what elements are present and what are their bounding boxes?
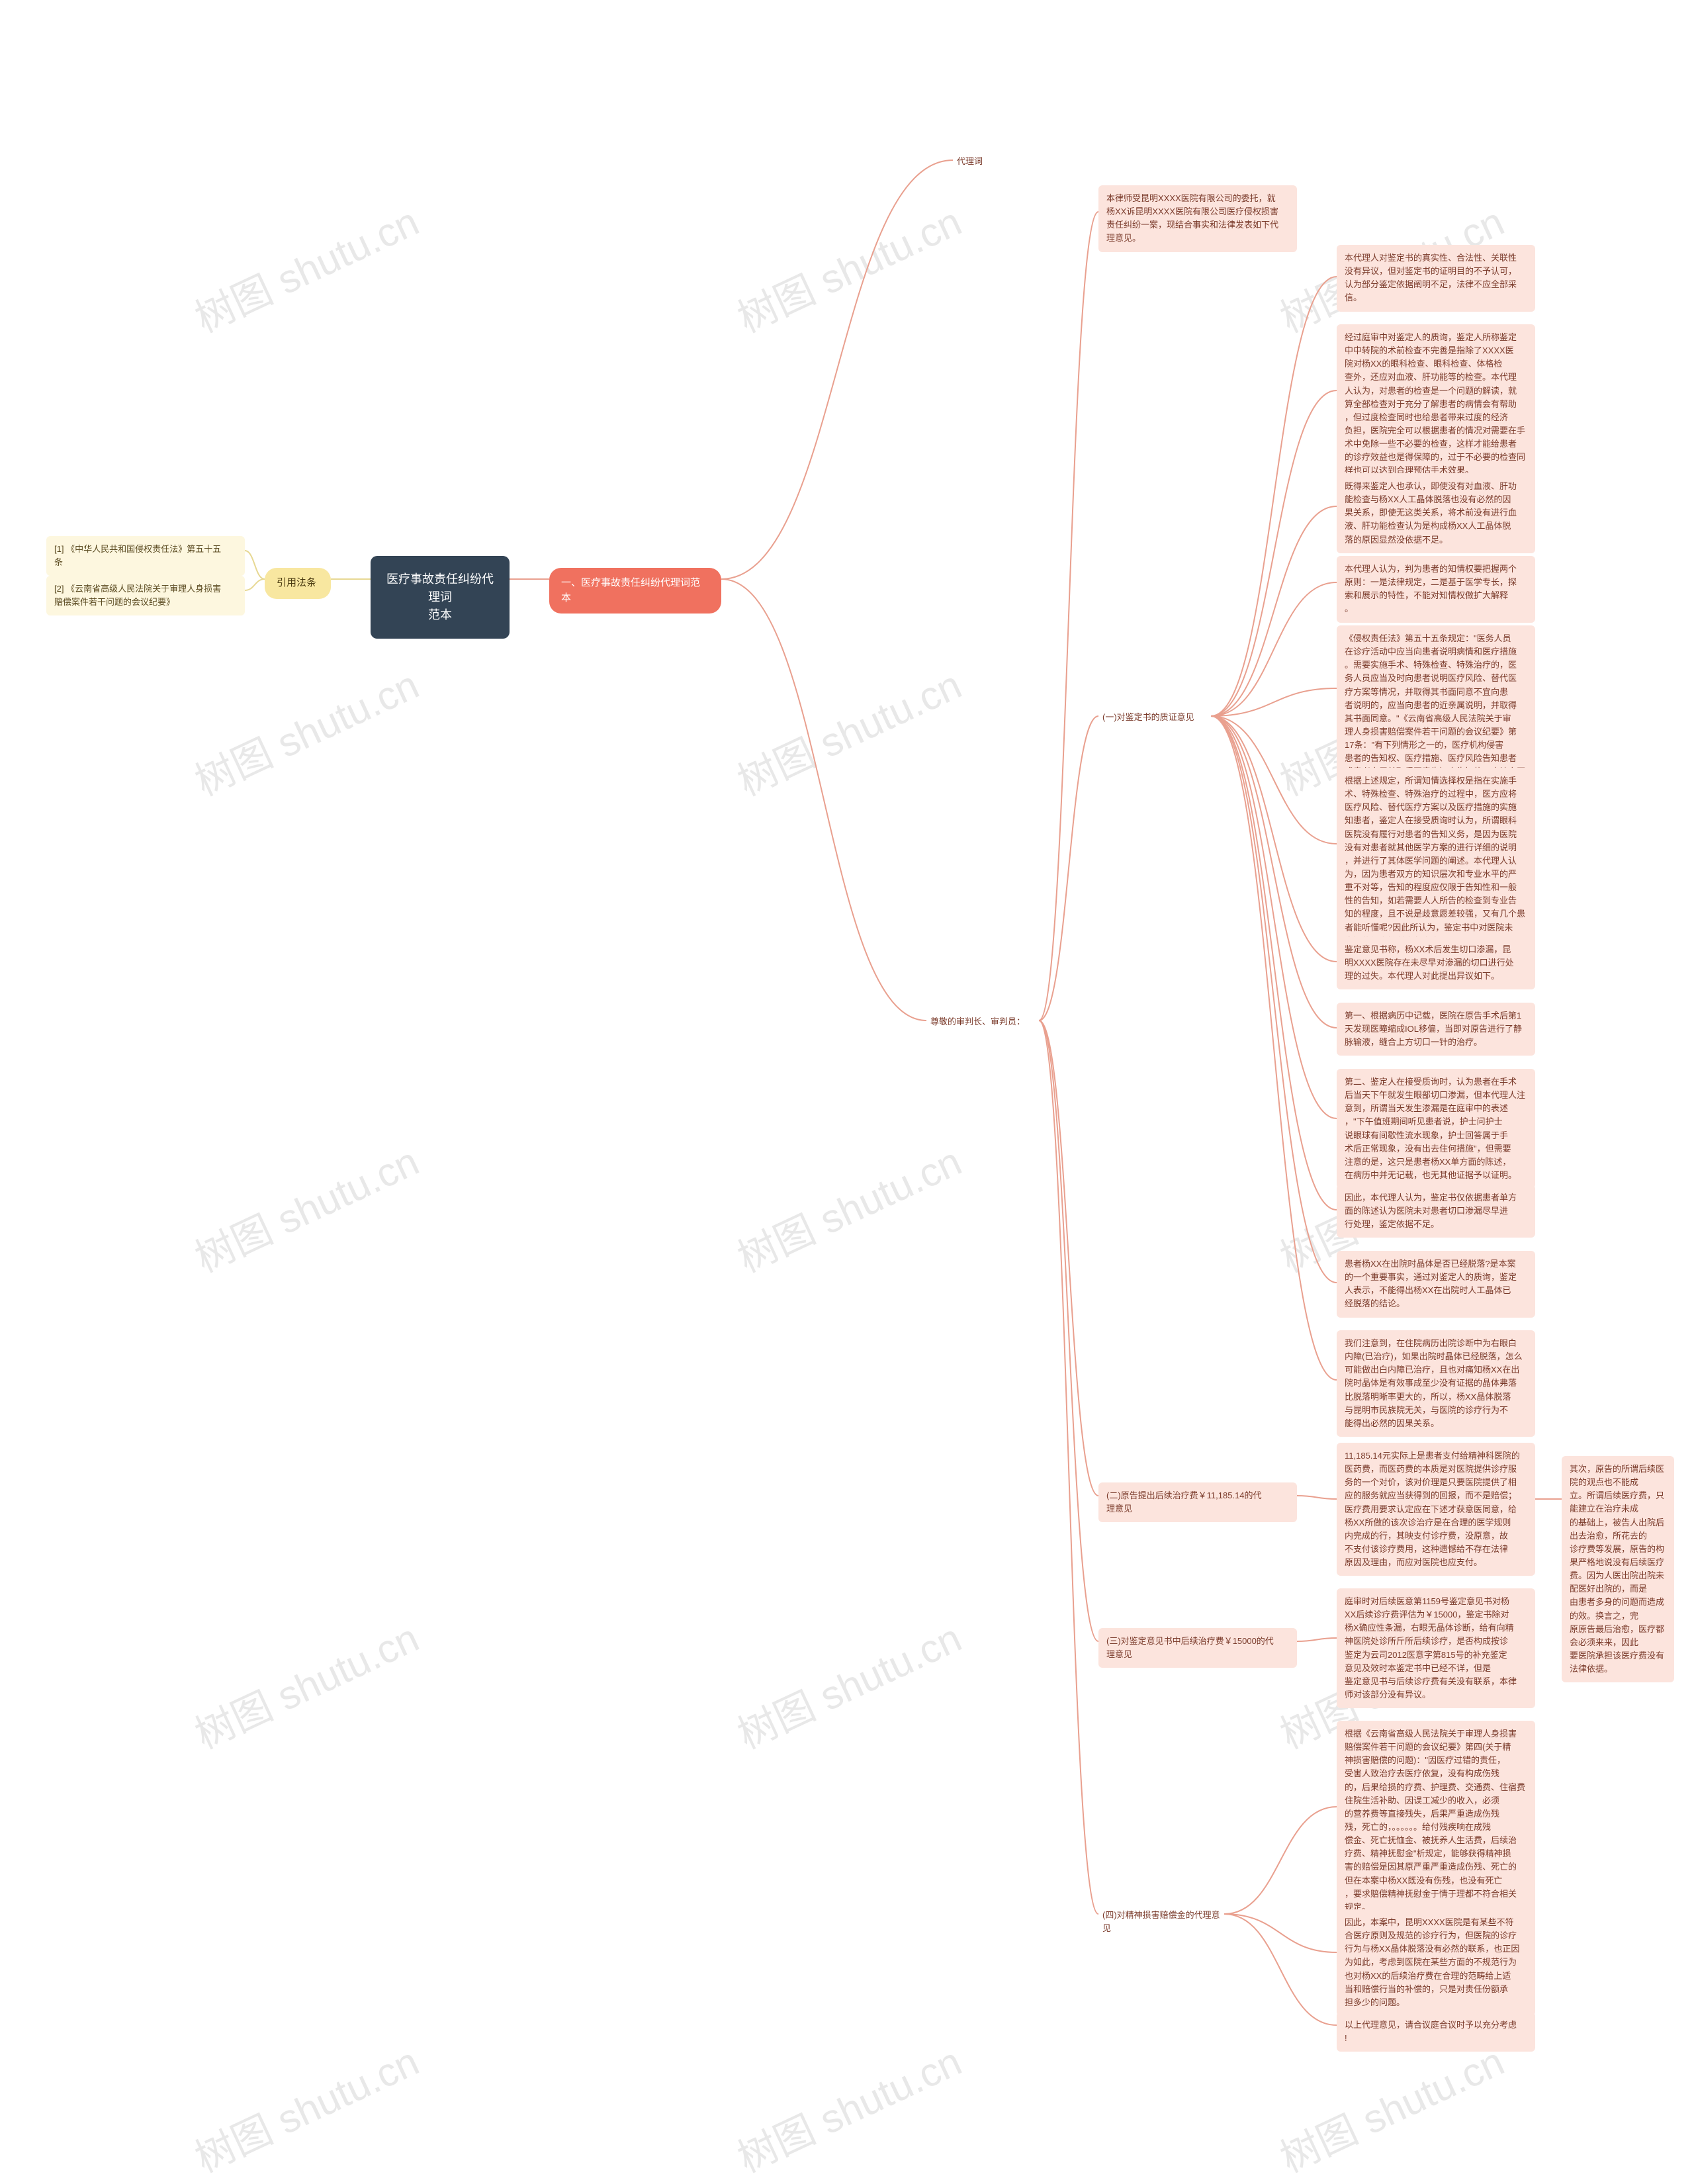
node-text: 我们注意到，在住院病历出院诊断中为右眼白 内障(已治疗)，如果出院时晶体已经脱落… — [1345, 1337, 1523, 1430]
node-fee1b[interactable]: 其次，原告的所谓后续医院的观点也不能成 立。所谓后续医疗费，只能建立在治疗未成 … — [1562, 1456, 1674, 1682]
node-fee3_head[interactable]: (四)对精神损害赔偿金的代理意见 — [1098, 1906, 1224, 1937]
nodes-layer: 医疗事故责任纠纷代理词 范本 引用法条 [1] 《中华人民共和国侵权责任法》第五十五… — [0, 0, 1694, 2181]
node-text: 11,185.14元实际上是患者支付给精神科医院的 医药费，而医药费的本质是对医… — [1345, 1449, 1520, 1569]
node-text: 因此，本案中，昆明XXXX医院是有某些不符 合医疗原则及规范的诊疗行为，但医院的… — [1345, 1916, 1519, 2009]
node-text: 本律师受昆明XXXX医院有限公司的委托，就 杨XX诉昆明XXXX医院有限公司医疗… — [1106, 192, 1278, 246]
node-fee2a[interactable]: 庭审时对后续医意第1159号鉴定意见书对杨 XX后续诊疗费评估为￥15000，鉴… — [1337, 1588, 1535, 1708]
node-dailici[interactable]: 代理词 — [953, 152, 999, 171]
node-n_intro[interactable]: 本律师受昆明XXXX医院有限公司的委托，就 杨XX诉昆明XXXX医院有限公司医疗… — [1098, 185, 1297, 252]
node-text: 代理词 — [957, 155, 983, 168]
node-q6[interactable]: 根据上述规定，所谓知情选择权是指在实施手 术、特殊检查、特殊治疗的过程中，医方应… — [1337, 768, 1535, 954]
node-q12[interactable]: 我们注意到，在住院病历出院诊断中为右眼白 内障(已治疗)，如果出院时晶体已经脱落… — [1337, 1330, 1535, 1437]
node-q1[interactable]: 本代理人对鉴定书的真实性、合法性、关联性 没有异议，但对鉴定书的证明目的不予认可… — [1337, 245, 1535, 312]
node-text: (三)对鉴定意见书中后续治疗费￥15000的代 理意见 — [1106, 1635, 1274, 1661]
node-fee2_head[interactable]: (三)对鉴定意见书中后续治疗费￥15000的代 理意见 — [1098, 1628, 1297, 1668]
node-text: 第一、根据病历中记载，医院在原告手术后第1 天发现医瞳缩成IOL移偏，当即对原告… — [1345, 1009, 1522, 1049]
node-text: (二)原告提出后续治疗费￥11,185.14的代 理意见 — [1106, 1489, 1262, 1516]
node-text: 鉴定意见书称，杨XX术后发生切口渗漏，昆 明XXXX医院存在未尽早对渗漏的切口进… — [1345, 943, 1514, 983]
node-ref1[interactable]: [1] 《中华人民共和国侵权责任法》第五十五 条 — [46, 536, 245, 576]
node-text: 患者杨XX在出院时晶体是否已经脱落?是本案 的一个重要事实，通过对鉴定人的质询，… — [1345, 1257, 1517, 1311]
node-text: 本代理人对鉴定书的真实性、合法性、关联性 没有异议，但对鉴定书的证明目的不予认可… — [1345, 251, 1517, 305]
mindmap-canvas: 医疗事故责任纠纷代理词 范本 引用法条 [1] 《中华人民共和国侵权责任法》第五十五… — [0, 0, 1694, 2181]
node-text: (一)对鉴定书的质证意见 — [1102, 711, 1194, 724]
node-fee3b[interactable]: 因此，本案中，昆明XXXX医院是有某些不符 合医疗原则及规范的诊疗行为，但医院的… — [1337, 1909, 1535, 2016]
node-text: 根据《云南省高级人民法院关于审理人身损害 赔偿案件若干问题的会议纪要》第四(关于… — [1345, 1727, 1525, 1914]
node-text: 医疗事故责任纠纷代理词 范本 — [386, 570, 494, 624]
node-fee3c[interactable]: 以上代理意见，请合议庭合议时予以充分考虑 ! — [1337, 2012, 1535, 2052]
node-text: (四)对精神损害赔偿金的代理意见 — [1102, 1909, 1220, 1934]
node-root[interactable]: 医疗事故责任纠纷代理词 范本 — [371, 556, 510, 639]
node-text: [2] 《云南省高级人民法院关于审理人身损害 赔偿案件若干问题的会议纪要》 — [54, 582, 221, 609]
node-q10[interactable]: 因此，本代理人认为，鉴定书仅依据患者单方 面的陈述认为医院未对患者切口渗漏尽早进… — [1337, 1185, 1535, 1238]
node-q4[interactable]: 本代理人认为，判为患者的知情权要把握两个 原则：一是法律规定，二是基于医学专长，… — [1337, 556, 1535, 623]
node-q7[interactable]: 鉴定意见书称，杨XX术后发生切口渗漏，昆 明XXXX医院存在未尽早对渗漏的切口进… — [1337, 936, 1535, 989]
node-text: 一、医疗事故责任纠纷代理词范本 — [561, 576, 709, 606]
node-text: 第二、鉴定人在接受质询时，认为患者在手术 后当天下午就发生眼部切口渗漏，但本代理… — [1345, 1075, 1525, 1182]
node-yinyong[interactable]: 引用法条 — [265, 568, 331, 599]
node-text: [1] 《中华人民共和国侵权责任法》第五十五 条 — [54, 543, 221, 569]
node-text: 庭审时对后续医意第1159号鉴定意见书对杨 XX后续诊疗费评估为￥15000，鉴… — [1345, 1595, 1517, 1702]
node-text: 因此，本代理人认为，鉴定书仅依据患者单方 面的陈述认为医院未对患者切口渗漏尽早进… — [1345, 1191, 1517, 1231]
node-fee1a[interactable]: 11,185.14元实际上是患者支付给精神科医院的 医药费，而医药费的本质是对医… — [1337, 1443, 1535, 1576]
node-text: 尊敬的审判长、审判员： — [930, 1015, 1025, 1028]
node-text: 本代理人认为，判为患者的知情权要把握两个 原则：一是法律规定，二是基于医学专长，… — [1345, 563, 1517, 616]
node-q11[interactable]: 患者杨XX在出院时晶体是否已经脱落?是本案 的一个重要事实，通过对鉴定人的质询，… — [1337, 1251, 1535, 1318]
node-q8[interactable]: 第一、根据病历中记载，医院在原告手术后第1 天发现医瞳缩成IOL移偏，当即对原告… — [1337, 1003, 1535, 1056]
node-text: 其次，原告的所谓后续医院的观点也不能成 立。所谓后续医疗费，只能建立在治疗未成 … — [1570, 1463, 1666, 1676]
node-fee3a[interactable]: 根据《云南省高级人民法院关于审理人身损害 赔偿案件若干问题的会议纪要》第四(关于… — [1337, 1721, 1535, 1921]
node-q2[interactable]: 经过庭审中对鉴定人的质询，鉴定人所称鉴定 中中转院的术前检查不完善是指除了XXX… — [1337, 324, 1535, 484]
node-text: 经过庭审中对鉴定人的质询，鉴定人所称鉴定 中中转院的术前检查不完善是指除了XXX… — [1345, 331, 1525, 478]
node-text: 以上代理意见，请合议庭合议时予以充分考虑 ! — [1345, 2019, 1517, 2045]
node-text: 引用法条 — [277, 576, 316, 591]
node-fee1_head[interactable]: (二)原告提出后续治疗费￥11,185.14的代 理意见 — [1098, 1482, 1297, 1522]
node-q9[interactable]: 第二、鉴定人在接受质询时，认为患者在手术 后当天下午就发生眼部切口渗漏，但本代理… — [1337, 1069, 1535, 1189]
node-text: 既得来鉴定人也承认，即使没有对血液、肝功 能检查与杨XX人工晶体脱落也没有必然的… — [1345, 480, 1517, 547]
node-text: 根据上述规定，所谓知情选择权是指在实施手 术、特殊检查、特殊治疗的过程中，医方应… — [1345, 774, 1525, 948]
node-q3[interactable]: 既得来鉴定人也承认，即使没有对血液、肝功 能检查与杨XX人工晶体脱落也没有必然的… — [1337, 473, 1535, 553]
node-ref2[interactable]: [2] 《云南省高级人民法院关于审理人身损害 赔偿案件若干问题的会议纪要》 — [46, 576, 245, 615]
node-zunjing[interactable]: 尊敬的审判长、审判员： — [926, 1013, 1039, 1031]
node-q_head[interactable]: (一)对鉴定书的质证意见 — [1098, 708, 1211, 727]
node-yi[interactable]: 一、医疗事故责任纠纷代理词范本 — [549, 568, 721, 614]
